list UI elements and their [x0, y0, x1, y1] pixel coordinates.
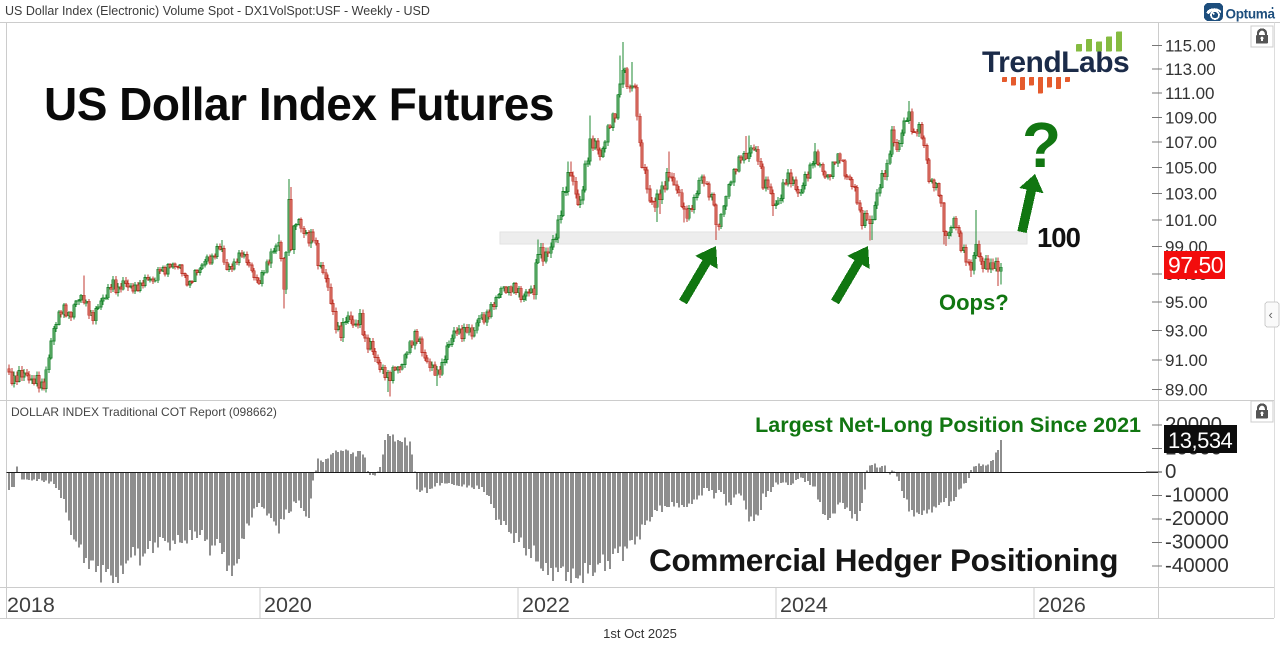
svg-text:113.00: 113.00: [1165, 60, 1216, 79]
svg-text:101.00: 101.00: [1165, 211, 1217, 230]
svg-text:111.00: 111.00: [1165, 84, 1214, 103]
svg-text:2020: 2020: [264, 593, 312, 617]
svg-text:Optuma: Optuma: [1226, 6, 1276, 21]
svg-text:100: 100: [1037, 222, 1081, 253]
svg-text:103.00: 103.00: [1165, 184, 1217, 203]
svg-text:-30000: -30000: [1165, 531, 1229, 554]
svg-text:Largest Net-Long Position Sinc: Largest Net-Long Position Since 2021: [755, 413, 1141, 437]
svg-text:2024: 2024: [780, 593, 828, 617]
svg-text:DOLLAR INDEX Traditional COT R: DOLLAR INDEX Traditional COT Report (098…: [11, 405, 277, 419]
svg-text:US Dollar Index Futures: US Dollar Index Futures: [44, 78, 554, 130]
svg-text:Oops?: Oops?: [939, 290, 1009, 315]
svg-text:97.50: 97.50: [1168, 252, 1223, 278]
svg-text:2022: 2022: [522, 593, 570, 617]
svg-text:107.00: 107.00: [1165, 133, 1217, 152]
svg-text:TrendLabs: TrendLabs: [982, 46, 1129, 79]
svg-text:91.00: 91.00: [1165, 351, 1208, 370]
svg-text:2018: 2018: [7, 593, 55, 617]
svg-text:0: 0: [1165, 460, 1176, 483]
svg-text:115.00: 115.00: [1165, 36, 1216, 55]
svg-text:93.00: 93.00: [1165, 322, 1208, 341]
svg-text:?: ?: [1022, 109, 1061, 181]
svg-text:-10000: -10000: [1165, 484, 1229, 507]
svg-text:1st Oct 2025: 1st Oct 2025: [603, 626, 677, 641]
svg-text:109.00: 109.00: [1165, 108, 1217, 127]
svg-text:‹: ‹: [1269, 307, 1273, 322]
svg-text:95.00: 95.00: [1165, 293, 1208, 312]
svg-text:2026: 2026: [1038, 593, 1086, 617]
svg-text:US Dollar Index (Electronic) V: US Dollar Index (Electronic) Volume Spot…: [5, 4, 430, 18]
svg-text:-40000: -40000: [1165, 554, 1229, 577]
svg-text:Commercial Hedger Positioning: Commercial Hedger Positioning: [649, 542, 1118, 578]
svg-text:105.00: 105.00: [1165, 159, 1217, 178]
svg-text:13,534: 13,534: [1168, 428, 1233, 453]
svg-text:-20000: -20000: [1165, 507, 1229, 530]
svg-text:89.00: 89.00: [1165, 381, 1208, 400]
